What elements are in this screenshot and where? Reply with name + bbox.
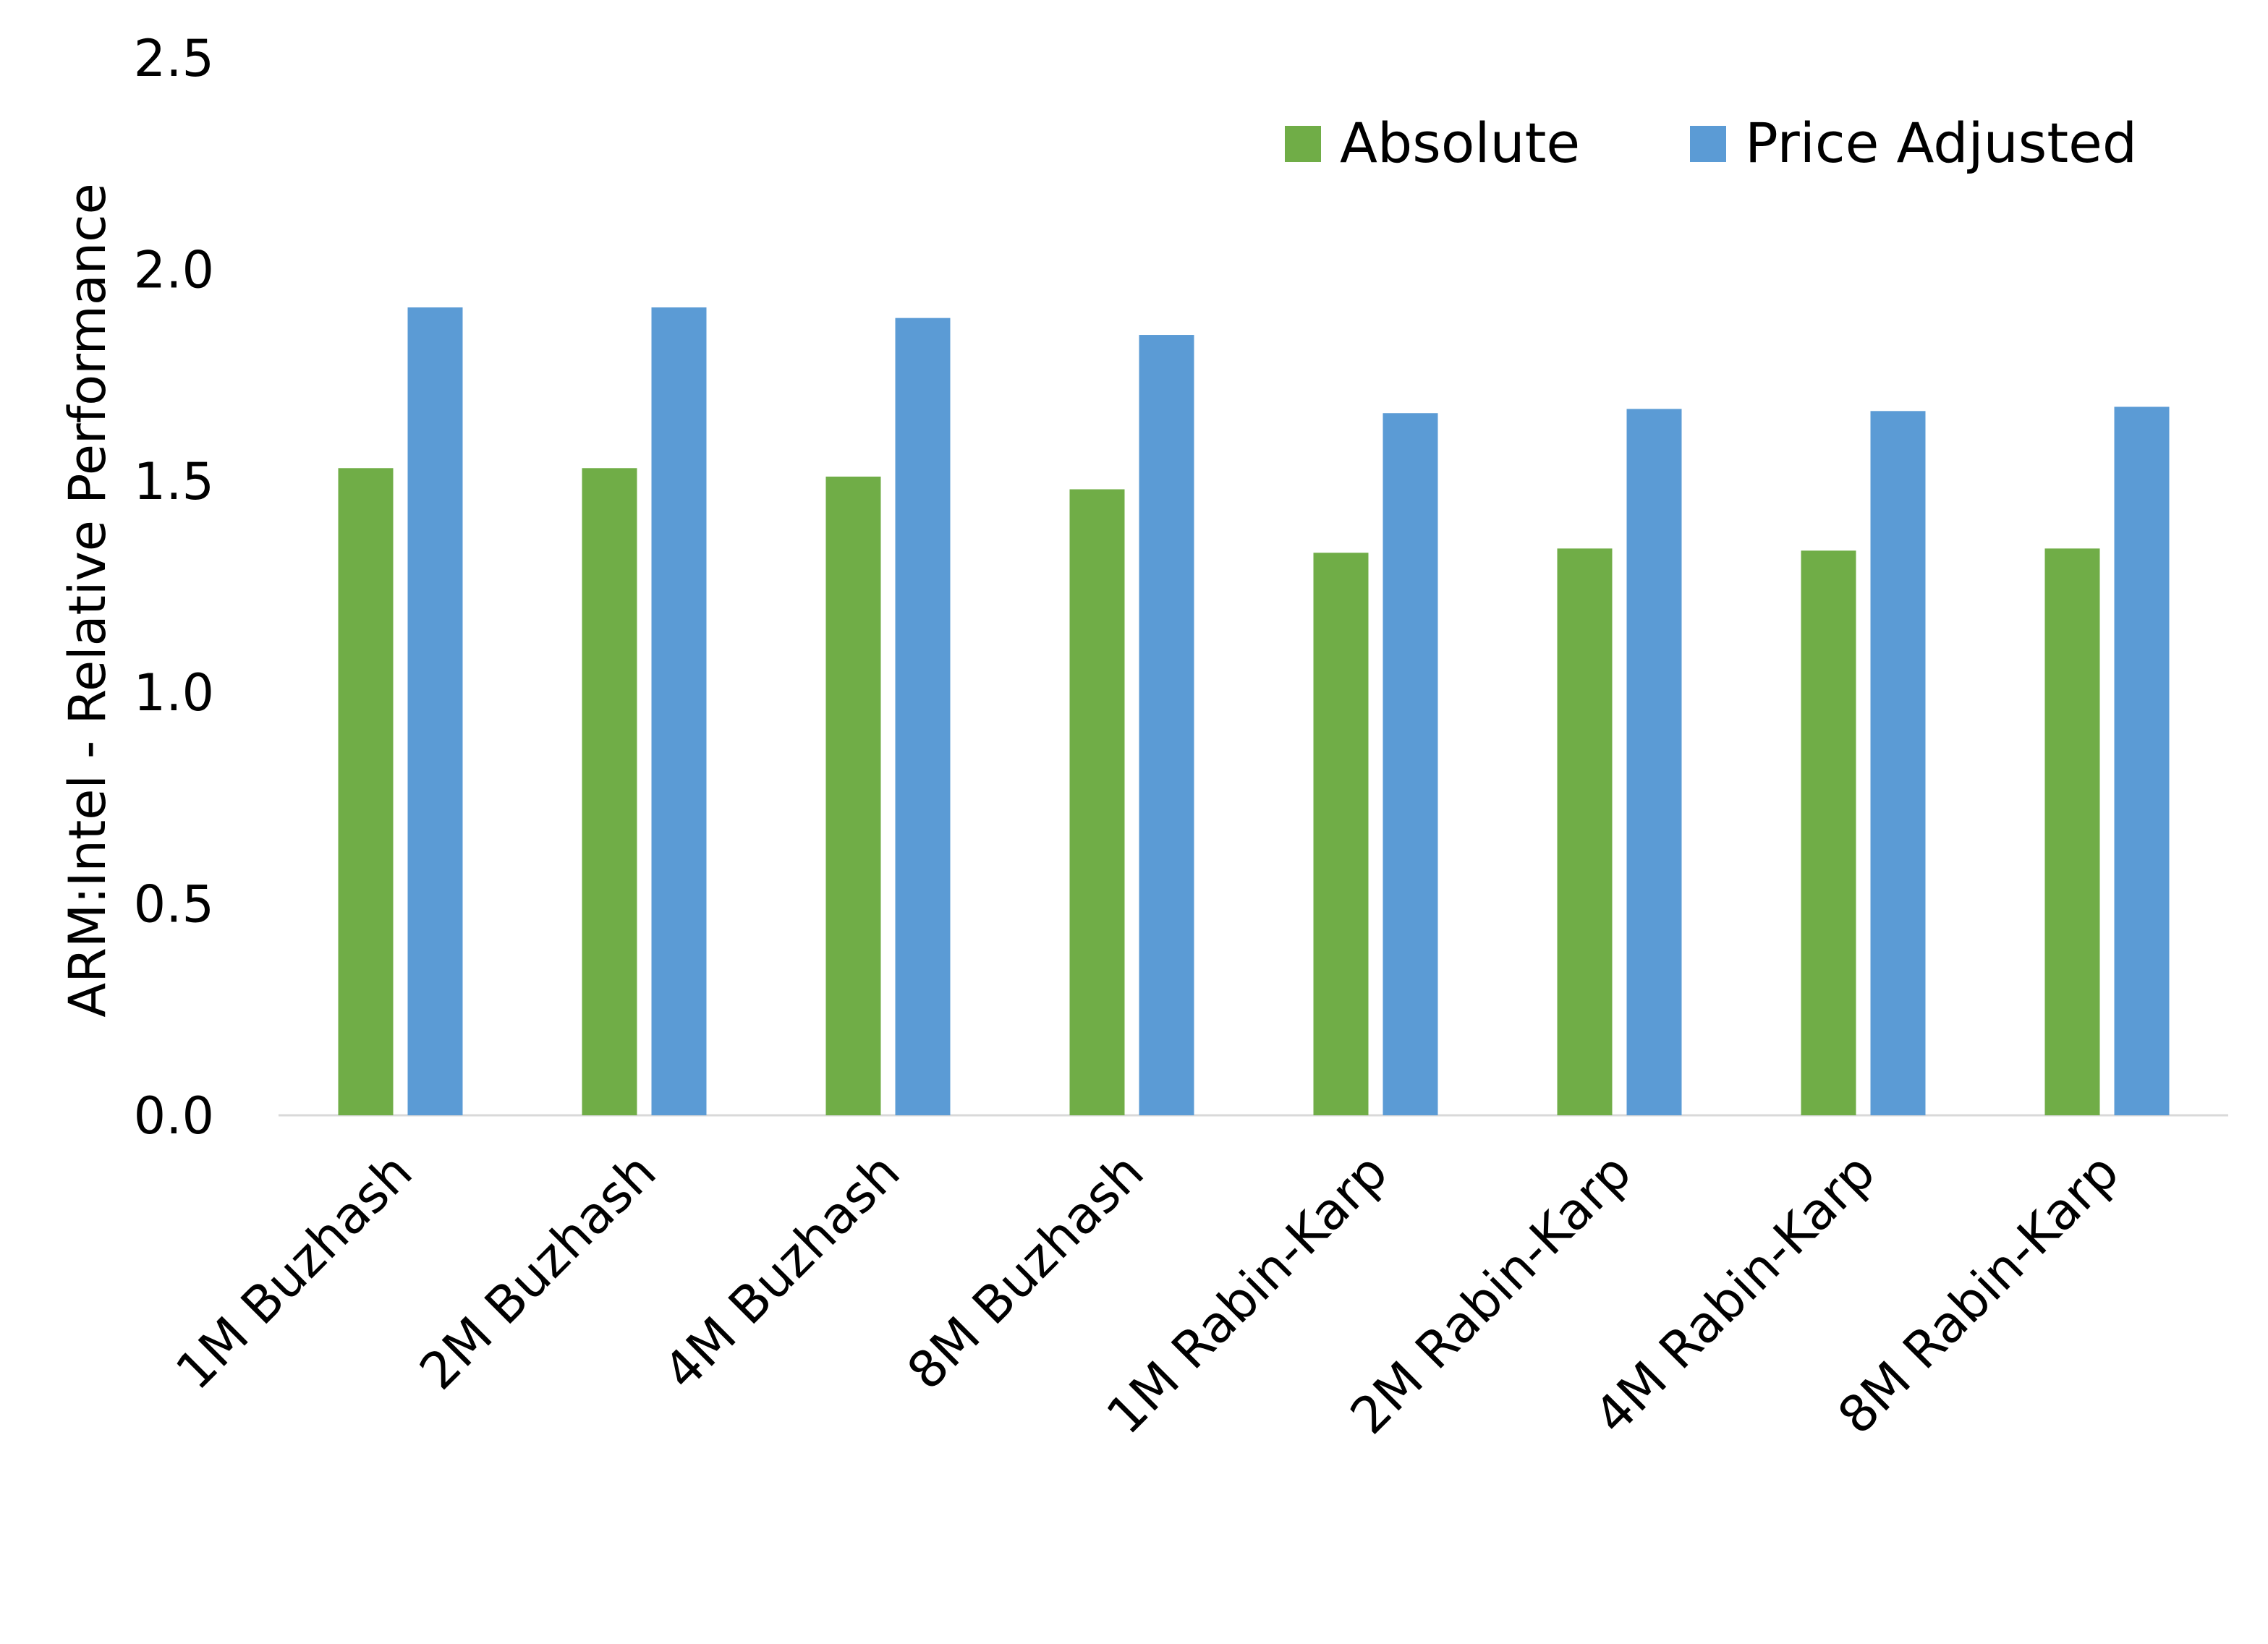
bar-price-adjusted	[895, 318, 951, 1116]
y-tick-label: 0.5	[134, 875, 214, 934]
legend-label-price-adjusted: Price Adjusted	[1745, 111, 2137, 175]
bar-absolute	[2044, 548, 2100, 1115]
x-tick-label: 8M Buzhash	[896, 1142, 1155, 1401]
bar-price-adjusted	[1626, 409, 1682, 1115]
x-tick-label: 4M Buzhash	[652, 1142, 911, 1401]
bar-price-adjusted	[1139, 335, 1194, 1116]
y-axis-label: ARM:Intel - Relative Performance	[58, 183, 117, 1017]
legend-swatch-price-adjusted	[1690, 126, 1726, 162]
bar-absolute	[1069, 489, 1125, 1115]
bar-price-adjusted	[407, 307, 463, 1116]
bar-absolute	[1801, 550, 1856, 1115]
y-tick-label: 0.0	[134, 1086, 214, 1146]
bar-absolute	[582, 468, 637, 1115]
x-tick-label: 2M Buzhash	[408, 1142, 667, 1401]
y-tick-label: 2.5	[134, 29, 214, 88]
legend: Absolute Price Adjusted	[1285, 111, 2137, 175]
bar-price-adjusted	[2114, 406, 2170, 1115]
bar-price-adjusted	[1870, 411, 1926, 1115]
bar-absolute	[825, 476, 881, 1115]
y-tick-label: 2.0	[134, 240, 214, 299]
bar-price-adjusted	[1383, 413, 1438, 1115]
bar-absolute	[1557, 548, 1613, 1115]
x-tick-label: 1M Buzhash	[164, 1142, 423, 1401]
bar-absolute	[338, 468, 394, 1115]
y-tick-label: 1.5	[134, 452, 214, 511]
bar-absolute	[1313, 553, 1369, 1115]
legend-swatch-absolute	[1285, 126, 1321, 162]
bar-price-adjusted	[651, 307, 707, 1116]
legend-label-absolute: Absolute	[1340, 111, 1580, 175]
y-tick-label: 1.0	[134, 663, 214, 723]
